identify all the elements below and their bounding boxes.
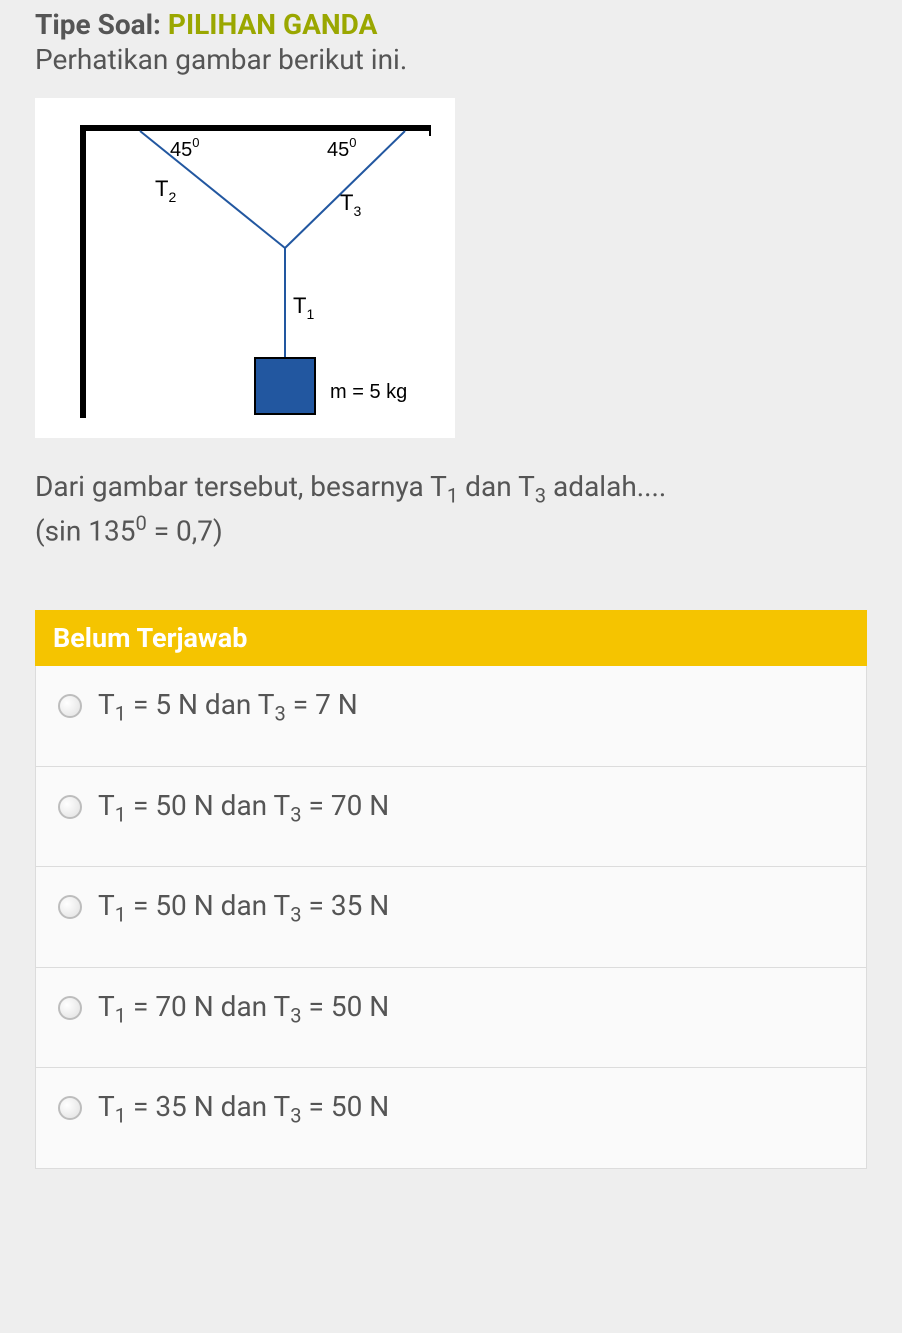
label-t3: T3 bbox=[340, 190, 361, 219]
option-d[interactable]: T1 = 70 N dan T3 = 50 N bbox=[36, 968, 866, 1069]
q2-prefix: (sin 135 bbox=[35, 514, 135, 547]
question-text: Dari gambar tersebut, besarnya T1 dan T3… bbox=[35, 468, 867, 550]
tension-diagram: 450 450 T2 T3 T1 m = 5 kg bbox=[35, 98, 455, 438]
q-prefix: Dari gambar tersebut, besarnya T bbox=[35, 470, 447, 503]
option-label: T1 = 70 N dan T3 = 50 N bbox=[98, 990, 389, 1028]
q-sub1: 1 bbox=[447, 484, 458, 508]
instruction-text: Perhatikan gambar berikut ini. bbox=[35, 43, 867, 76]
option-label: T1 = 35 N dan T3 = 50 N bbox=[98, 1090, 389, 1128]
q2-suffix: = 0,7) bbox=[147, 514, 223, 547]
mass-block bbox=[255, 358, 315, 414]
option-label: T1 = 50 N dan T3 = 35 N bbox=[98, 889, 389, 927]
options-list: T1 = 5 N dan T3 = 7 N T1 = 50 N dan T3 =… bbox=[35, 666, 867, 1169]
tipe-label: Tipe Soal: bbox=[35, 8, 168, 41]
q-mid: dan T bbox=[458, 470, 535, 503]
diagram-svg: 450 450 T2 T3 T1 m = 5 kg bbox=[35, 98, 455, 438]
label-mass: m = 5 kg bbox=[330, 381, 407, 403]
option-label: T1 = 5 N dan T3 = 7 N bbox=[98, 688, 358, 726]
q-suffix: adalah.... bbox=[546, 470, 666, 503]
angle-right: 450 bbox=[327, 135, 356, 161]
label-t1: T1 bbox=[293, 293, 314, 322]
q-sub2: 3 bbox=[535, 484, 546, 508]
answer-status: Belum Terjawab bbox=[35, 610, 867, 666]
option-c[interactable]: T1 = 50 N dan T3 = 35 N bbox=[36, 867, 866, 968]
option-e[interactable]: T1 = 35 N dan T3 = 50 N bbox=[36, 1068, 866, 1168]
option-a[interactable]: T1 = 5 N dan T3 = 7 N bbox=[36, 666, 866, 767]
question-type: Tipe Soal: PILIHAN GANDA bbox=[35, 0, 867, 41]
radio-icon[interactable] bbox=[58, 996, 82, 1020]
option-b[interactable]: T1 = 50 N dan T3 = 70 N bbox=[36, 767, 866, 868]
radio-icon[interactable] bbox=[58, 895, 82, 919]
tipe-value: PILIHAN GANDA bbox=[168, 8, 378, 41]
angle-left: 450 bbox=[170, 135, 199, 161]
radio-icon[interactable] bbox=[58, 795, 82, 819]
radio-icon[interactable] bbox=[58, 694, 82, 718]
q2-sup: 0 bbox=[135, 511, 146, 535]
label-t2: T2 bbox=[155, 176, 176, 205]
radio-icon[interactable] bbox=[58, 1096, 82, 1120]
option-label: T1 = 50 N dan T3 = 70 N bbox=[98, 789, 389, 827]
